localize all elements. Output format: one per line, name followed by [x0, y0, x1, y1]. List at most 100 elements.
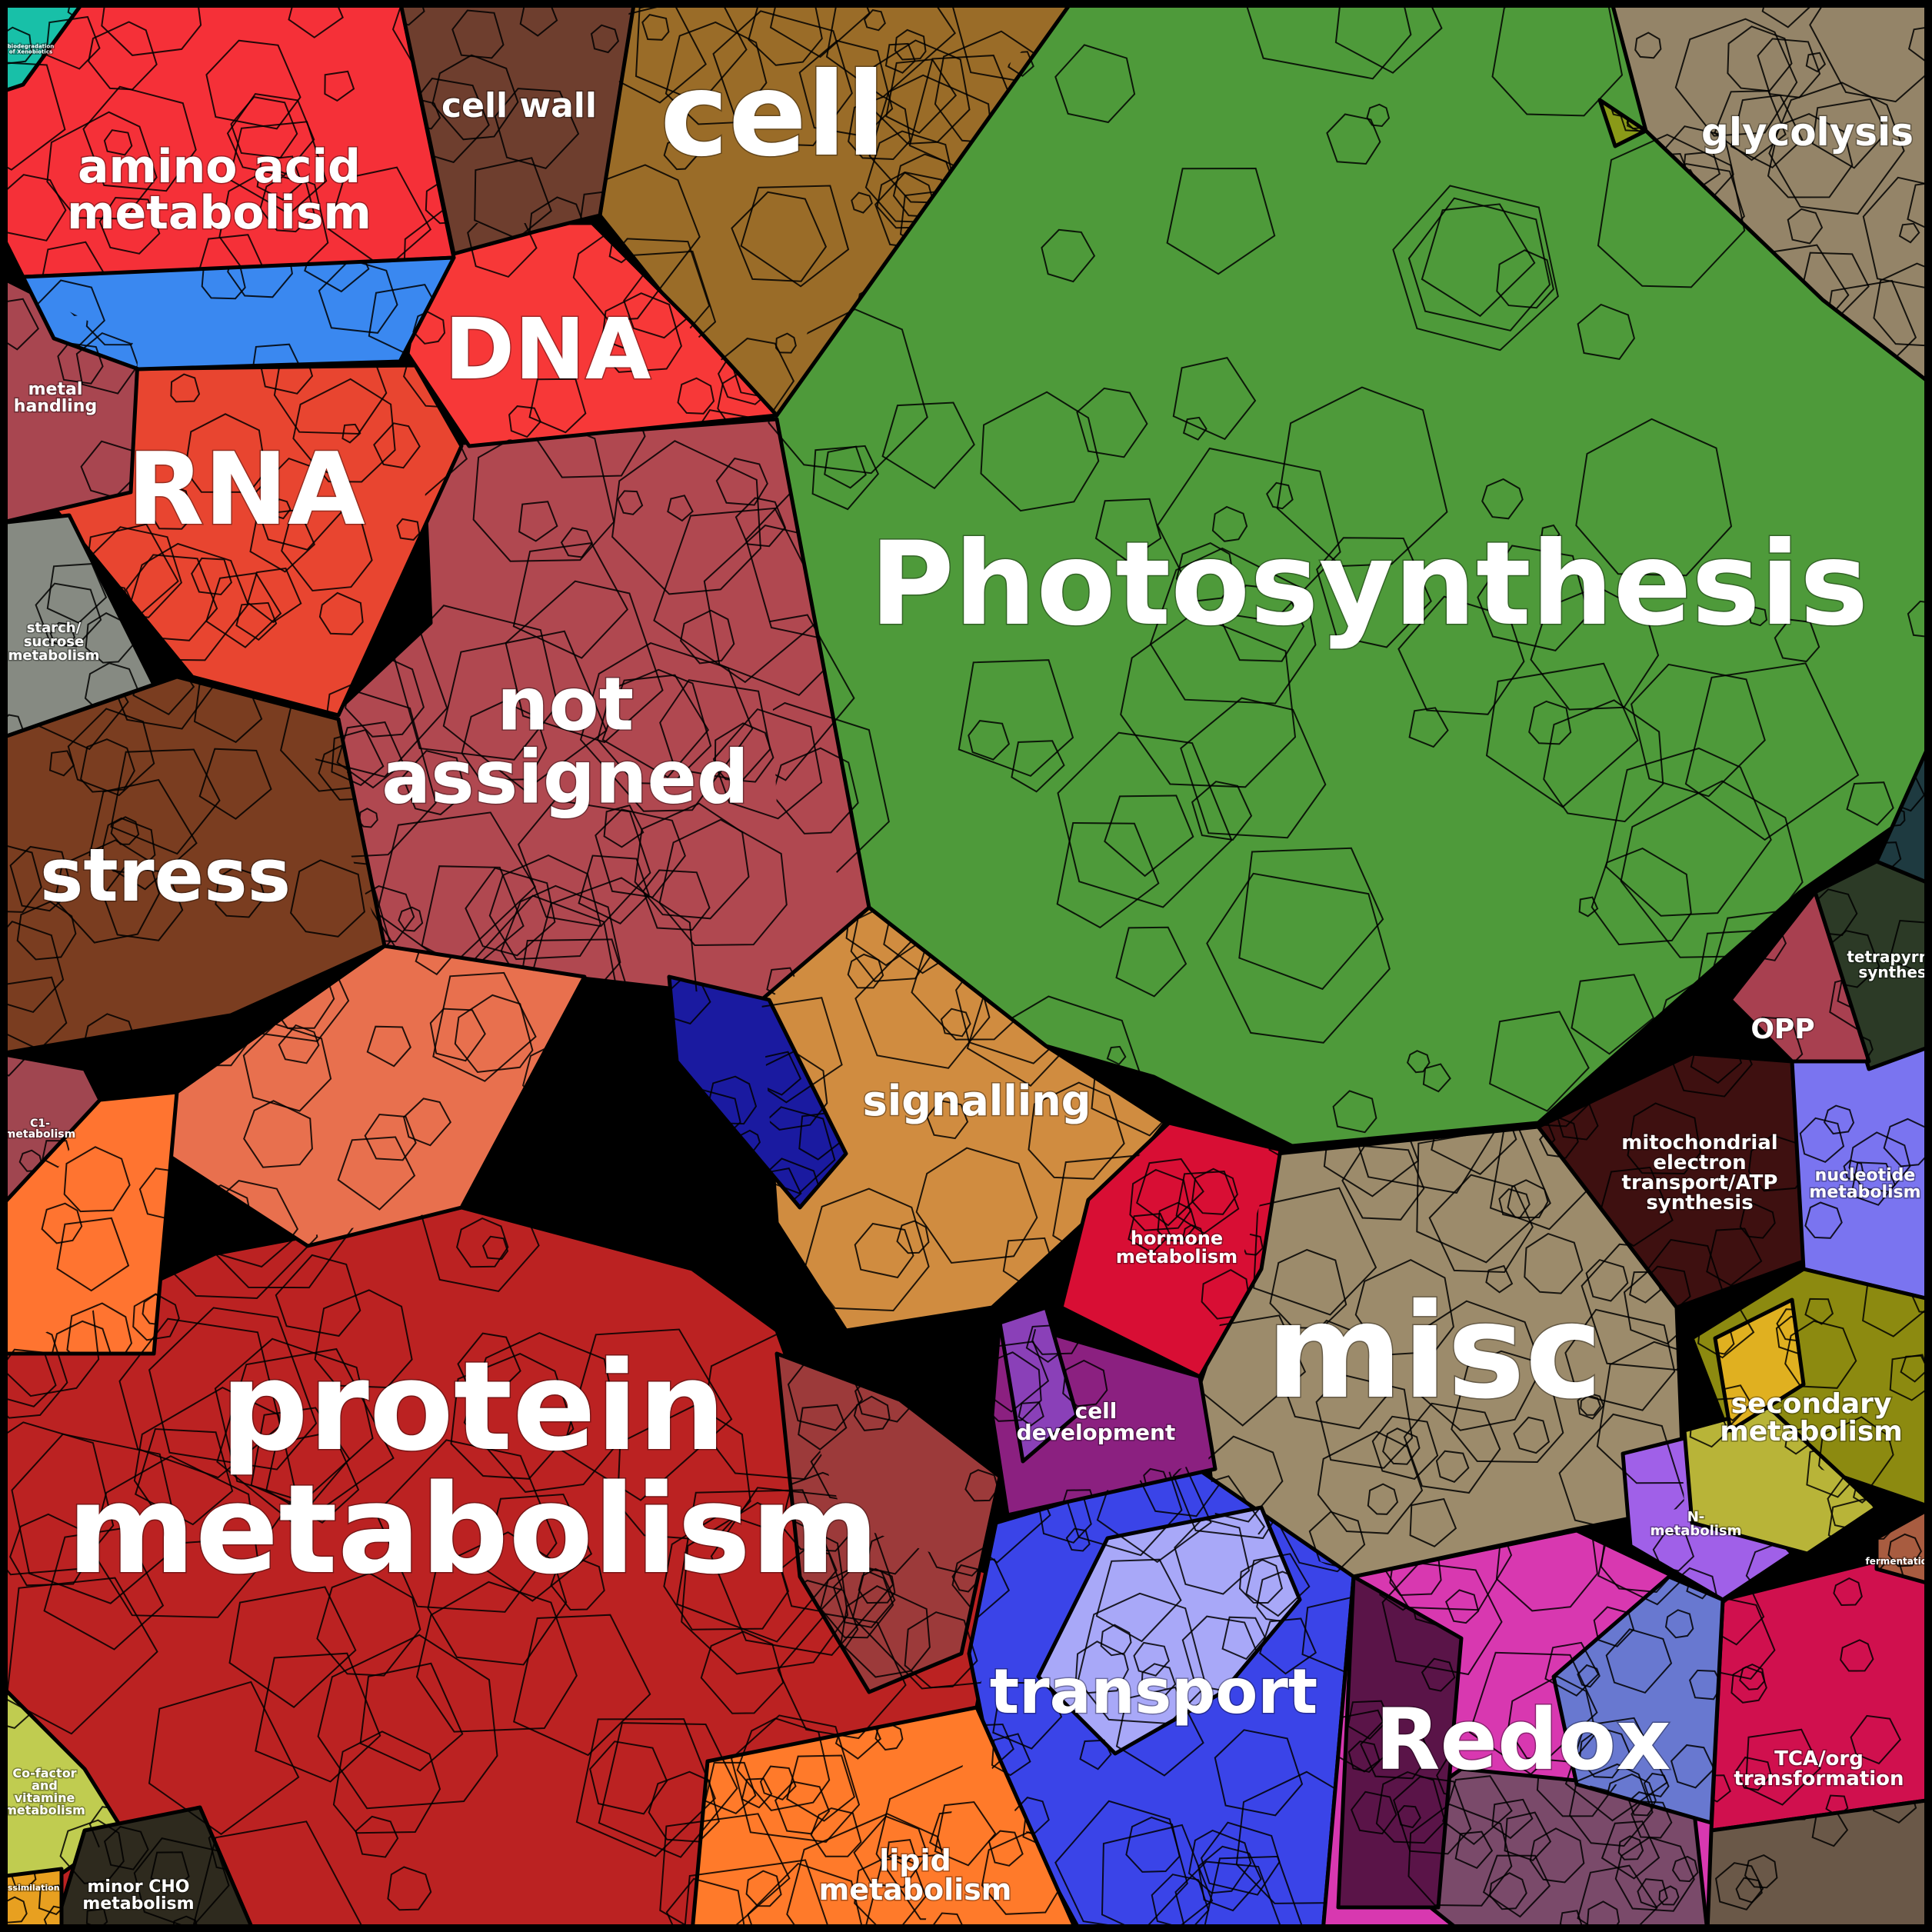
subcell — [228, 121, 328, 215]
subcell — [11, 1433, 182, 1604]
label-line: vitamine — [15, 1790, 75, 1805]
subcell — [1416, 1127, 1551, 1264]
subcell — [387, 1866, 432, 1911]
subcell — [1784, 1427, 1810, 1455]
subcell — [1174, 1517, 1251, 1595]
subcell — [247, 567, 302, 624]
subcell — [1761, 0, 1814, 28]
subcell — [308, 620, 448, 778]
subcell — [292, 378, 396, 483]
subcell — [401, 750, 467, 816]
subcell — [1529, 1827, 1585, 1884]
subcell — [1403, 1402, 1501, 1494]
subcell — [1120, 612, 1297, 788]
subcell — [1409, 1497, 1457, 1547]
label-line: sucrose — [24, 634, 84, 650]
subcell — [1094, 498, 1162, 562]
subcell — [1658, 1885, 1680, 1906]
subcell — [1627, 1102, 1701, 1175]
subcell — [676, 1489, 838, 1643]
subcell — [1578, 1727, 1631, 1779]
subcell — [1326, 113, 1381, 165]
label-dna: DNA — [445, 300, 651, 398]
subcell — [1872, 1800, 1917, 1824]
subcell — [1056, 821, 1160, 929]
subcell — [1442, 1775, 1513, 1845]
label-line: transport — [990, 1656, 1317, 1727]
subcell — [9, 1513, 88, 1587]
subcell — [1277, 1319, 1392, 1430]
subcell — [853, 1395, 891, 1431]
subcell — [215, 866, 266, 918]
subcell — [881, 401, 975, 490]
subcell — [851, 192, 873, 214]
subcell — [853, 1815, 929, 1888]
label-line: metabolism — [1720, 1416, 1903, 1447]
label-not-assigned: not assigned — [381, 662, 749, 820]
subcell — [1347, 1740, 1381, 1773]
subcell — [863, 9, 886, 32]
label-line: metabolism — [5, 1128, 75, 1141]
subcell — [43, 1905, 62, 1932]
subcell — [1889, 1354, 1932, 1401]
label-stress: stress — [40, 834, 291, 918]
subcell — [1846, 781, 1894, 826]
subcell — [54, 839, 161, 944]
label-line: signalling — [863, 1077, 1091, 1125]
subcell — [49, 621, 76, 648]
label-nucleotide-metabolism: nucleotide metabolism — [1809, 1166, 1920, 1202]
subcell — [1366, 103, 1391, 128]
subcell — [400, 0, 425, 26]
subcell — [1214, 1729, 1304, 1817]
subcell — [1315, 1374, 1414, 1469]
label-metal-handling: metal handling — [14, 380, 97, 416]
subcell — [1564, 1717, 1668, 1822]
subcell — [1421, 203, 1536, 318]
subcell — [886, 1839, 916, 1867]
subcell — [1382, 1427, 1421, 1465]
label-line: glycolysis — [1701, 110, 1914, 155]
subcell — [1397, 595, 1525, 715]
subcell — [819, 1565, 894, 1639]
subcell — [0, 60, 66, 171]
subcell — [840, 1585, 931, 1678]
label-protein-metabolism: protein metabolism — [67, 1334, 879, 1601]
subcell — [1200, 1821, 1281, 1896]
label-line: N- — [1687, 1509, 1705, 1525]
subcell — [259, 175, 315, 233]
subcell — [1269, 1248, 1347, 1330]
label-redox: Redox — [1375, 1690, 1671, 1789]
subcell — [1156, 447, 1341, 622]
subcell — [1100, 1624, 1132, 1657]
subcell — [1507, 1675, 1597, 1763]
subcell — [1347, 1700, 1391, 1740]
label-line: cell — [1075, 1398, 1118, 1424]
subcell — [513, 1614, 651, 1757]
subcell — [804, 1188, 930, 1312]
subcell — [170, 373, 201, 403]
subcell — [1577, 1864, 1658, 1932]
label-line: protein — [220, 1334, 725, 1478]
subcell — [1580, 1394, 1602, 1416]
subcells-redox — [1335, 1531, 1715, 1932]
subcell — [992, 1351, 1042, 1422]
subcell — [1351, 1790, 1397, 1835]
subcell — [704, 1761, 757, 1814]
subcell — [318, 591, 364, 635]
cell-biodegradation — [0, 0, 87, 95]
subcell — [663, 1512, 789, 1631]
subcell — [1715, 1862, 1764, 1910]
subcell — [1840, 1639, 1874, 1672]
subcell — [375, 811, 536, 968]
subcell — [706, 1075, 758, 1125]
subcell — [0, 841, 42, 913]
subcell — [1065, 1527, 1091, 1552]
subcell — [144, 1208, 318, 1300]
subcell — [611, 440, 761, 595]
label-line: Redox — [1375, 1690, 1671, 1789]
subcell — [665, 21, 768, 125]
subcell — [1393, 1776, 1472, 1855]
subcell — [1219, 585, 1305, 662]
subcell — [482, 1493, 593, 1602]
subcell — [118, 1317, 281, 1479]
